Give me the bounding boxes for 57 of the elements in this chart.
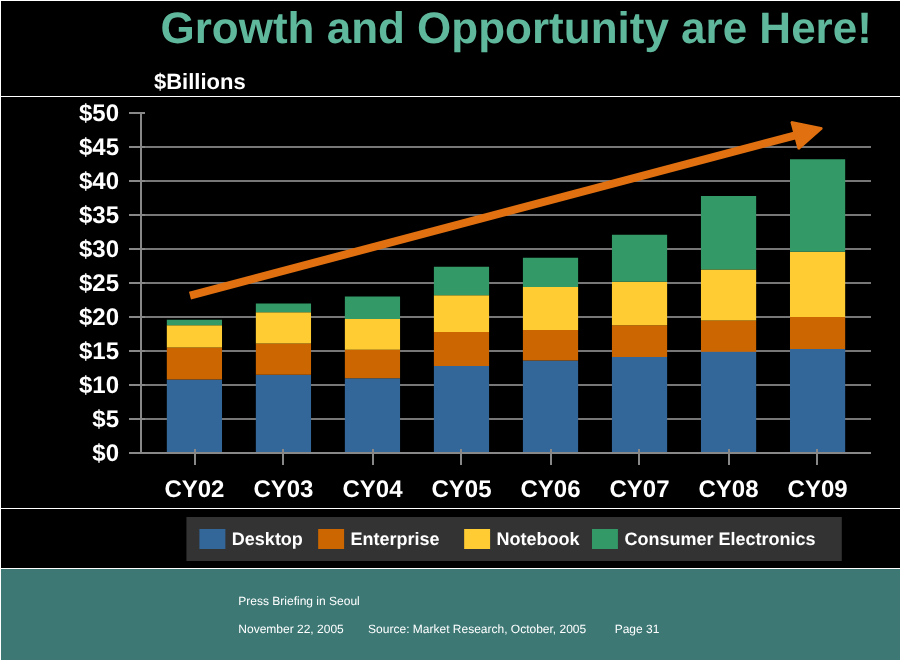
x-tick-label: CY07: [609, 475, 671, 503]
bar: [166, 325, 223, 348]
x-tick-label: CY08: [698, 475, 760, 503]
bar: [255, 343, 312, 375]
bar: [344, 319, 401, 350]
bar: [344, 349, 401, 379]
bar: [700, 351, 757, 453]
x-tick-label: CY03: [253, 475, 315, 503]
y-tick-label: $50: [78, 99, 120, 127]
bar: [522, 287, 579, 330]
bar: [700, 269, 757, 321]
x-tick-label: CY06: [520, 475, 582, 503]
bar: [522, 257, 579, 288]
y-tick-label: $10: [78, 371, 120, 399]
bar: [433, 365, 490, 453]
y-tick-label: $45: [78, 133, 120, 161]
legend-label: Consumer Electronics: [624, 529, 816, 549]
y-tick-label: $30: [78, 235, 120, 263]
bar: [700, 195, 757, 270]
bar: [255, 312, 312, 344]
bar: [611, 281, 668, 326]
bar: [789, 159, 846, 252]
bar: [166, 347, 223, 380]
legend-label: Desktop: [231, 529, 304, 549]
bar: [433, 331, 490, 366]
bar: [522, 329, 579, 361]
bar: [255, 303, 312, 313]
bar: [166, 319, 223, 326]
bar: [166, 379, 223, 453]
bar: [700, 320, 757, 352]
y-axis-title: $Billions: [153, 71, 246, 95]
bar: [789, 251, 846, 317]
bar: [611, 325, 668, 358]
bar: [789, 317, 846, 349]
bar: [344, 378, 401, 453]
y-tick-label: $20: [78, 303, 120, 331]
x-tick-label: CY05: [431, 475, 493, 503]
y-tick-label: $35: [78, 201, 120, 229]
bar: [611, 357, 668, 453]
legend-label: Enterprise: [350, 529, 440, 549]
legend-label: Notebook: [496, 529, 582, 549]
y-tick-label: $0: [92, 439, 120, 467]
bar: [522, 360, 579, 453]
y-tick-label: $5: [92, 405, 120, 433]
y-tick-label: $40: [78, 167, 120, 195]
x-tick-label: CY02: [164, 475, 226, 503]
bar: [433, 266, 490, 296]
x-tick-label: CY04: [342, 475, 404, 503]
bar: [433, 295, 490, 332]
chart-title: Growth and Opportunity are Here!: [160, 3, 872, 53]
y-tick-label: $25: [78, 269, 120, 297]
bar: [255, 374, 312, 453]
bar: [344, 296, 401, 320]
y-tick-label: $15: [78, 337, 120, 365]
x-tick-label: CY09: [787, 475, 849, 503]
bar: [789, 348, 846, 453]
bar: [611, 234, 668, 282]
